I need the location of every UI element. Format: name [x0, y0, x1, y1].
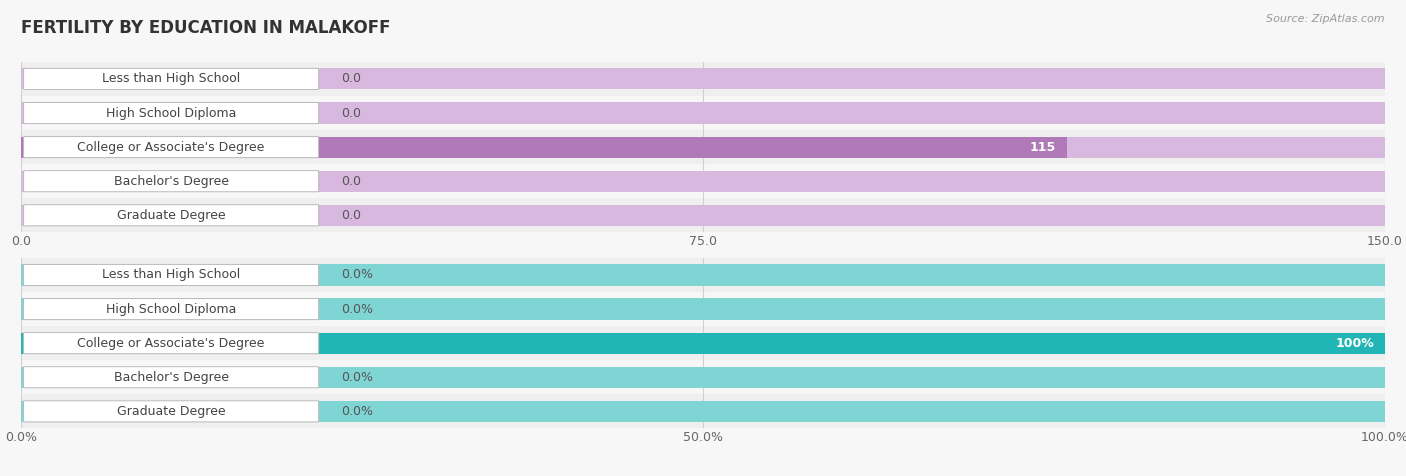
- Bar: [21, 258, 1385, 292]
- Text: 0.0: 0.0: [342, 175, 361, 188]
- FancyBboxPatch shape: [24, 264, 319, 286]
- Text: 0.0: 0.0: [342, 72, 361, 85]
- Text: Source: ZipAtlas.com: Source: ZipAtlas.com: [1267, 14, 1385, 24]
- FancyBboxPatch shape: [24, 333, 319, 354]
- Bar: [21, 292, 1385, 326]
- Bar: [21, 130, 1385, 164]
- FancyBboxPatch shape: [24, 367, 319, 388]
- FancyBboxPatch shape: [24, 137, 319, 158]
- Bar: [21, 102, 1385, 124]
- Text: Less than High School: Less than High School: [103, 268, 240, 281]
- Bar: [21, 333, 1385, 354]
- Text: Less than High School: Less than High School: [103, 72, 240, 85]
- Bar: [21, 137, 1067, 158]
- Text: 0.0%: 0.0%: [342, 268, 374, 281]
- Text: 0.0%: 0.0%: [342, 303, 374, 316]
- Bar: [21, 333, 1385, 354]
- Text: Graduate Degree: Graduate Degree: [117, 405, 225, 418]
- Text: College or Associate's Degree: College or Associate's Degree: [77, 337, 264, 350]
- Text: High School Diploma: High School Diploma: [105, 303, 236, 316]
- Text: 0.0%: 0.0%: [342, 405, 374, 418]
- Bar: [21, 198, 1385, 232]
- Bar: [21, 401, 1385, 422]
- Bar: [21, 205, 1385, 226]
- Bar: [21, 164, 1385, 198]
- Bar: [21, 96, 1385, 130]
- Text: High School Diploma: High School Diploma: [105, 107, 236, 119]
- Bar: [21, 326, 1385, 360]
- Bar: [21, 394, 1385, 428]
- Bar: [21, 62, 1385, 96]
- Text: 115: 115: [1029, 140, 1056, 154]
- Bar: [21, 170, 1385, 192]
- Bar: [21, 360, 1385, 394]
- FancyBboxPatch shape: [24, 170, 319, 192]
- Text: Graduate Degree: Graduate Degree: [117, 209, 225, 222]
- Bar: [21, 367, 1385, 388]
- Text: College or Associate's Degree: College or Associate's Degree: [77, 140, 264, 154]
- FancyBboxPatch shape: [24, 102, 319, 124]
- Text: Bachelor's Degree: Bachelor's Degree: [114, 175, 229, 188]
- Bar: [21, 264, 1385, 286]
- Text: 0.0: 0.0: [342, 209, 361, 222]
- Text: Bachelor's Degree: Bachelor's Degree: [114, 371, 229, 384]
- FancyBboxPatch shape: [24, 205, 319, 226]
- Text: 100%: 100%: [1336, 337, 1374, 350]
- Text: 0.0: 0.0: [342, 107, 361, 119]
- FancyBboxPatch shape: [24, 401, 319, 422]
- FancyBboxPatch shape: [24, 298, 319, 320]
- Bar: [21, 137, 1385, 158]
- Bar: [21, 69, 1385, 89]
- Text: 0.0%: 0.0%: [342, 371, 374, 384]
- FancyBboxPatch shape: [24, 69, 319, 89]
- Bar: [21, 298, 1385, 320]
- Text: FERTILITY BY EDUCATION IN MALAKOFF: FERTILITY BY EDUCATION IN MALAKOFF: [21, 19, 391, 37]
